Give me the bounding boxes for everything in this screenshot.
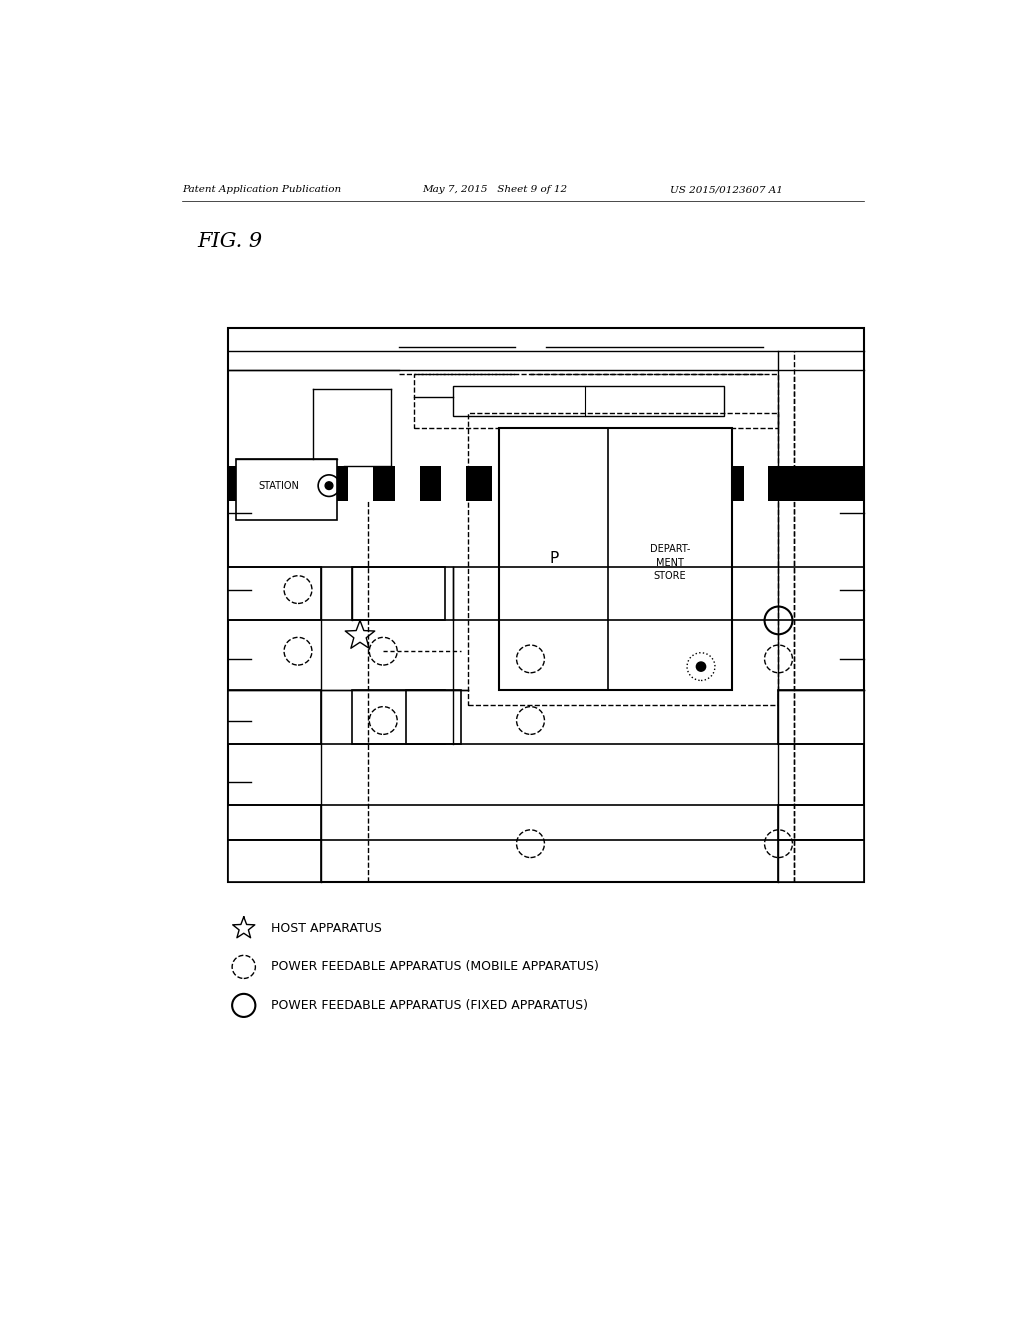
- Bar: [777, 690, 863, 743]
- Bar: [228, 566, 321, 620]
- Bar: [235, 459, 336, 520]
- Text: May 7, 2015   Sheet 9 of 12: May 7, 2015 Sheet 9 of 12: [422, 185, 567, 194]
- Text: US 2015/0123607 A1: US 2015/0123607 A1: [669, 185, 783, 194]
- Bar: [743, 466, 767, 502]
- Bar: [394, 466, 419, 502]
- Bar: [499, 428, 732, 689]
- Text: FIG. 9: FIG. 9: [197, 231, 262, 251]
- Bar: [441, 466, 466, 502]
- Bar: [452, 385, 723, 416]
- Bar: [228, 466, 863, 502]
- Bar: [348, 466, 373, 502]
- Bar: [228, 690, 321, 743]
- Bar: [541, 466, 567, 502]
- Bar: [228, 327, 863, 882]
- Text: DEPART-
MENT
STORE: DEPART- MENT STORE: [649, 544, 690, 581]
- Circle shape: [696, 663, 705, 672]
- Text: POWER FEEDABLE APPARATUS (FIXED APPARATUS): POWER FEEDABLE APPARATUS (FIXED APPARATU…: [271, 999, 587, 1012]
- Text: Patent Application Publication: Patent Application Publication: [181, 185, 340, 194]
- Bar: [468, 413, 777, 705]
- Bar: [228, 805, 321, 840]
- Bar: [491, 466, 516, 502]
- Bar: [414, 374, 777, 428]
- Text: STATION: STATION: [258, 480, 299, 491]
- Text: POWER FEEDABLE APPARATUS (MOBILE APPARATUS): POWER FEEDABLE APPARATUS (MOBILE APPARAT…: [271, 961, 598, 973]
- Bar: [777, 840, 863, 882]
- Bar: [228, 840, 321, 882]
- Bar: [642, 466, 667, 502]
- Text: HOST APPARATUS: HOST APPARATUS: [271, 921, 381, 935]
- Bar: [352, 690, 445, 743]
- Bar: [693, 466, 717, 502]
- Bar: [777, 805, 863, 840]
- Bar: [592, 466, 616, 502]
- Bar: [407, 690, 461, 743]
- Text: P: P: [548, 552, 557, 566]
- Bar: [352, 566, 445, 620]
- Circle shape: [325, 482, 332, 490]
